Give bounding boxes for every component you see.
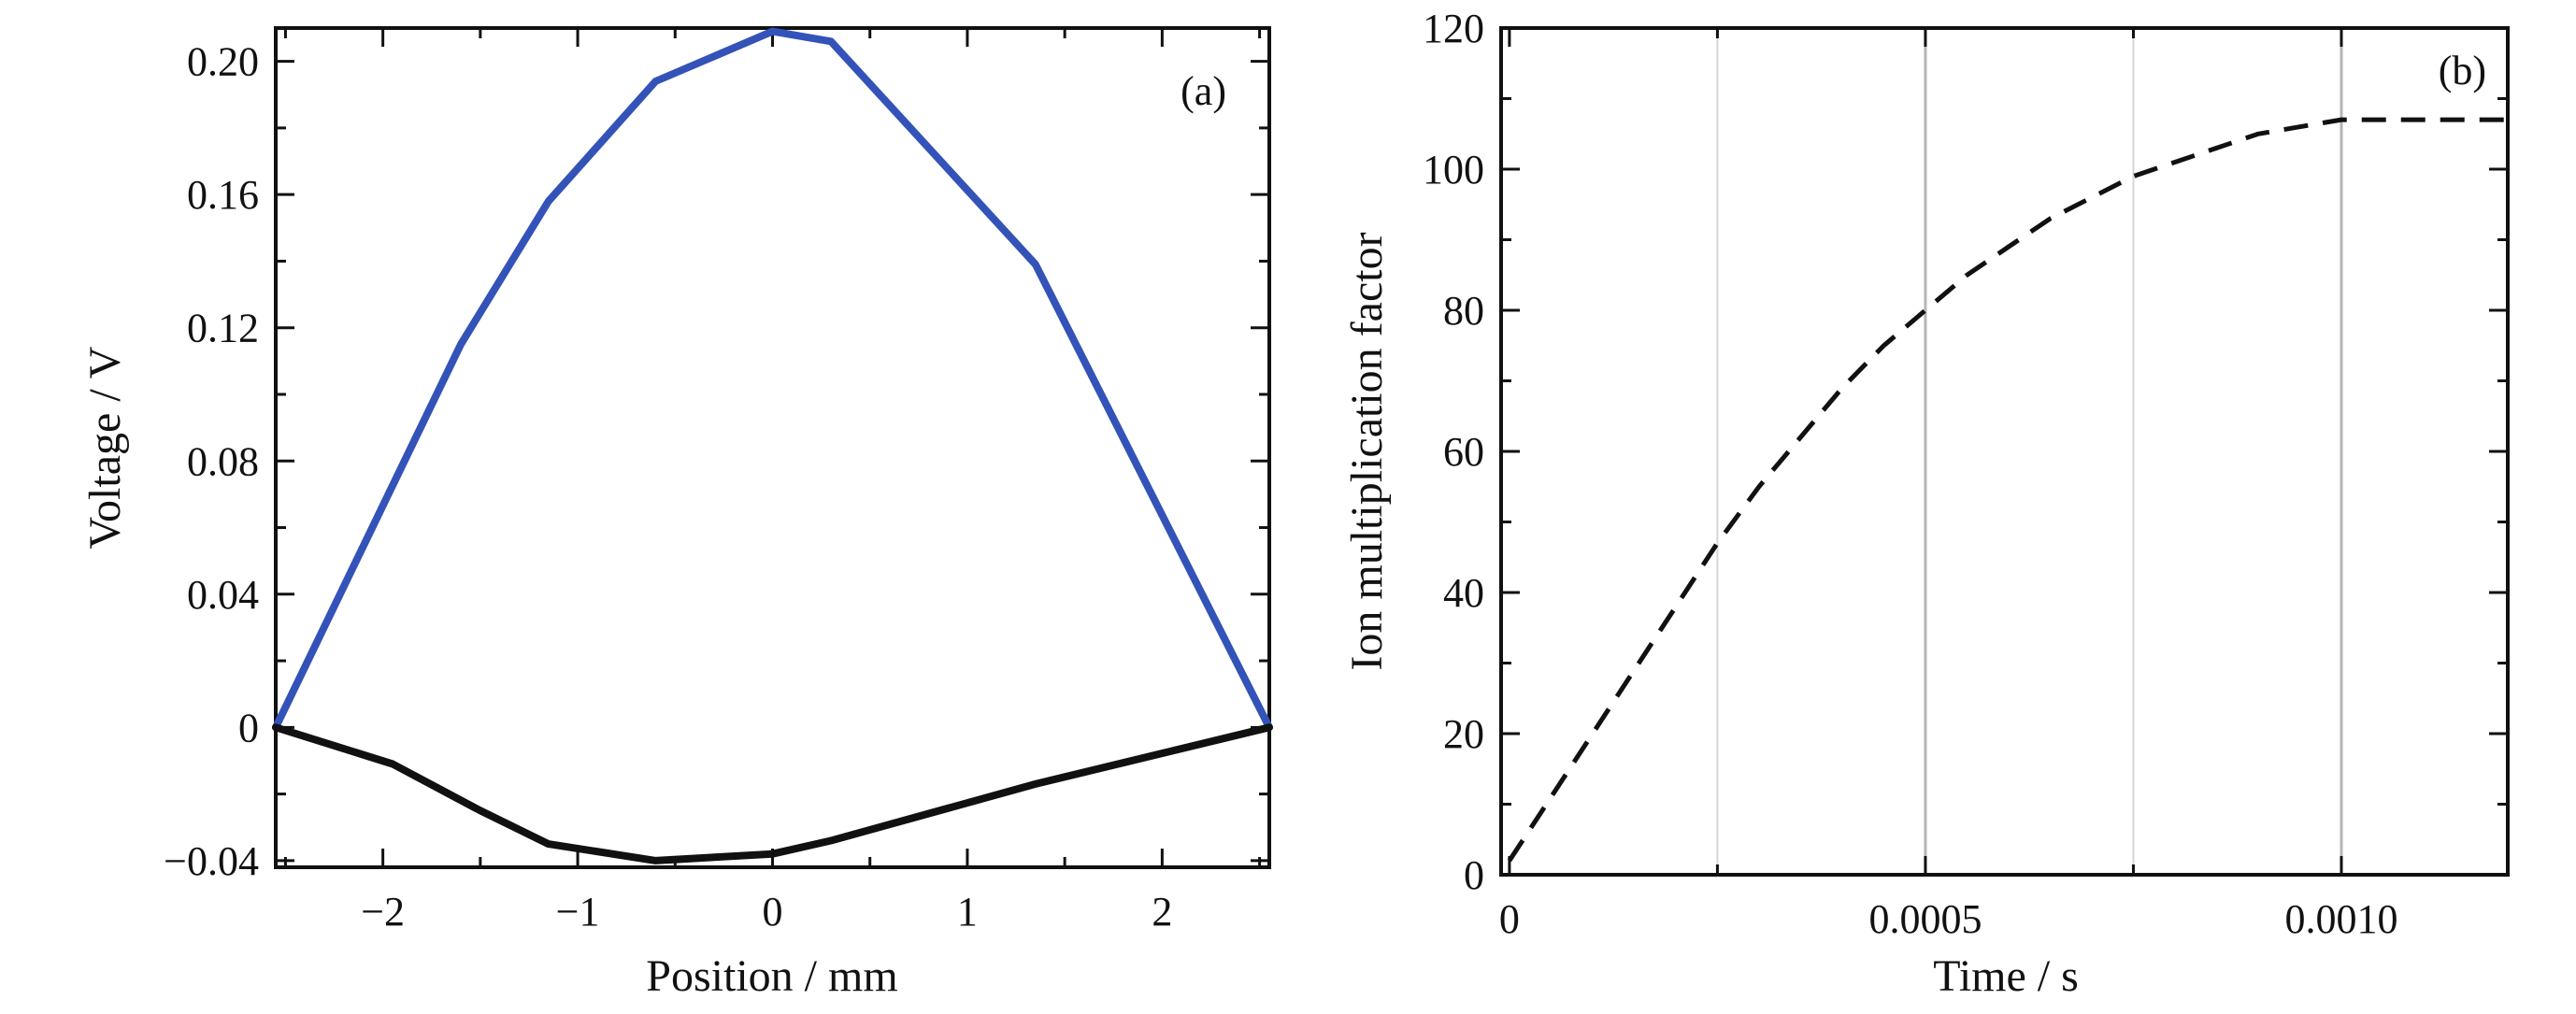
panel-b-label: (b) xyxy=(2439,48,2486,93)
x-tick-label: 1 xyxy=(957,889,978,935)
panel-b-plot-frame xyxy=(1499,26,2510,877)
panel-b-y-axis-title: Ion multiplication factor xyxy=(1342,232,1392,670)
panel-a-plot-frame xyxy=(274,26,1271,869)
panel-a-x-tick-labels: −2 −1 0 1 2 xyxy=(361,889,1172,935)
y-tick-label: 120 xyxy=(1423,6,1484,51)
y-tick-label: 20 xyxy=(1443,711,1484,757)
x-tick-label: −2 xyxy=(361,889,405,935)
panel-a-series xyxy=(272,27,1273,864)
panel-a-label: (a) xyxy=(1181,68,1226,114)
x-tick-label: 0.0010 xyxy=(2284,896,2397,942)
y-tick-label: 40 xyxy=(1443,570,1484,616)
panel-b-y-tick-labels: 0 20 40 60 80 100 120 xyxy=(1423,6,1484,898)
panel-a-y-axis-title: Voltage / V xyxy=(80,346,130,549)
y-tick-label: 0.08 xyxy=(187,438,259,484)
y-tick-label: 0 xyxy=(1464,852,1484,898)
y-tick-label: 0.12 xyxy=(187,306,259,351)
x-tick-label: 0.0005 xyxy=(1868,896,1982,942)
panel-b-x-tick-labels: 0 0.0005 0.0010 xyxy=(1499,896,2398,942)
y-tick-label: 0.16 xyxy=(187,172,259,218)
series-line-2 xyxy=(272,723,1273,864)
y-tick-label: 80 xyxy=(1443,288,1484,334)
panel-a-y-tick-labels: 0.20 0.16 0.12 0.08 0.04 0 −0.04 xyxy=(164,39,259,884)
panel-a-x-axis-title: Position / mm xyxy=(646,951,897,1001)
x-tick-label: 0 xyxy=(1499,896,1520,942)
y-tick-label: 0.04 xyxy=(187,572,259,618)
series-line-1 xyxy=(272,27,1273,732)
y-tick-label: 60 xyxy=(1443,429,1484,475)
y-tick-label: 100 xyxy=(1423,147,1484,193)
x-tick-label: −1 xyxy=(556,889,600,935)
panel-b-series xyxy=(1507,117,2508,863)
panel-b-ion-multiplication-chart: 0 0.0005 0.0010 0 20 40 60 80 100 120 (b) Time /… xyxy=(1342,6,2510,1001)
panel-a-voltage-chart: −2 −1 0 1 2 0.20 0.16 0.12 0.08 0.04 0 −0.04 (a) P… xyxy=(80,26,1273,1001)
x-tick-label: 2 xyxy=(1152,889,1172,935)
panel-b-x-axis-title: Time / s xyxy=(1933,951,2079,1001)
y-tick-label: 0 xyxy=(238,705,259,750)
series-line-1 xyxy=(1507,117,2508,863)
x-tick-label: 0 xyxy=(763,889,783,935)
panel-b-tick-marks xyxy=(1501,26,2508,877)
y-tick-label: −0.04 xyxy=(164,838,259,884)
panel-b-gridlines xyxy=(1716,28,2343,875)
panel-a-tick-marks xyxy=(276,28,1269,867)
y-tick-label: 0.20 xyxy=(187,39,259,85)
